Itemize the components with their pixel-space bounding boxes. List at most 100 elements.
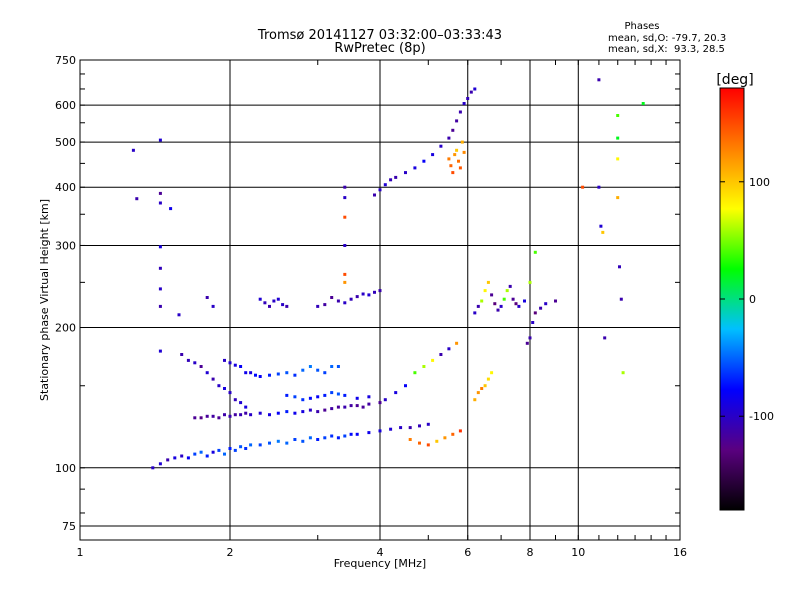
data-point <box>228 361 232 365</box>
data-point <box>493 302 497 306</box>
y-tick-label: 300 <box>55 239 76 252</box>
data-point <box>308 408 312 412</box>
data-point <box>301 368 305 372</box>
data-point <box>343 280 347 284</box>
data-point <box>330 434 334 438</box>
data-point <box>223 358 226 362</box>
data-point <box>151 466 155 470</box>
data-point <box>308 365 312 368</box>
data-point <box>211 304 215 308</box>
data-point <box>268 373 271 377</box>
data-point <box>158 191 162 195</box>
data-point <box>135 197 139 201</box>
data-point <box>597 78 601 82</box>
data-point <box>244 447 248 450</box>
data-point <box>158 201 162 205</box>
data-point <box>443 436 447 440</box>
data-point <box>199 365 203 368</box>
data-point <box>158 245 162 249</box>
data-point <box>223 413 226 417</box>
data-point <box>244 371 248 375</box>
data-point <box>285 371 289 375</box>
data-point <box>233 363 237 367</box>
data-point <box>249 413 253 417</box>
data-point <box>336 299 340 303</box>
data-point <box>451 171 455 175</box>
data-point <box>451 128 455 132</box>
data-point <box>422 159 426 163</box>
data-point <box>486 377 490 381</box>
data-point <box>389 178 393 182</box>
y-axis-ticks: 75 100 200 300 400 500 600 750 <box>55 54 680 533</box>
data-point <box>173 456 177 460</box>
data-point <box>276 372 280 376</box>
data-point <box>158 138 162 142</box>
data-point <box>211 377 215 381</box>
data-point <box>447 157 451 161</box>
data-point <box>449 164 453 168</box>
data-point <box>308 436 312 440</box>
data-point <box>378 188 382 192</box>
y-tick-label: 600 <box>55 99 76 112</box>
data-point <box>228 414 232 418</box>
data-points <box>131 78 645 470</box>
data-point <box>439 144 443 148</box>
data-point <box>336 365 340 368</box>
data-point <box>330 365 334 368</box>
data-point <box>483 289 487 293</box>
data-point <box>316 395 320 399</box>
data-point <box>343 301 347 305</box>
data-point <box>276 439 280 443</box>
data-point <box>453 153 457 157</box>
data-point <box>544 302 548 306</box>
data-point <box>199 416 203 420</box>
data-point <box>616 157 620 161</box>
data-point <box>458 166 462 170</box>
data-point <box>480 299 484 303</box>
data-point <box>496 308 500 312</box>
data-point <box>254 373 257 377</box>
data-point <box>367 395 371 399</box>
x-tick-label: 1 <box>77 546 84 559</box>
data-point <box>233 413 237 417</box>
data-point <box>349 404 353 408</box>
data-point <box>502 297 506 301</box>
data-point <box>343 272 347 276</box>
x-tick-label: 10 <box>571 546 585 559</box>
data-point <box>180 353 184 356</box>
data-point <box>383 183 387 187</box>
data-point <box>205 454 209 458</box>
data-point <box>439 353 443 356</box>
colorbar-tick-label: -100 <box>749 410 774 423</box>
data-point <box>293 373 297 377</box>
data-point <box>378 289 382 293</box>
data-point <box>408 438 412 441</box>
data-point <box>422 365 426 368</box>
data-point <box>528 336 532 340</box>
data-point <box>217 416 221 420</box>
data-point <box>169 207 173 211</box>
data-point <box>476 391 480 395</box>
data-point <box>323 393 327 397</box>
data-point <box>447 347 451 351</box>
data-point <box>418 424 421 428</box>
data-point <box>373 290 376 294</box>
data-point <box>301 410 305 414</box>
data-point <box>554 299 557 303</box>
data-point <box>158 462 162 466</box>
data-point <box>211 450 215 454</box>
data-point <box>239 413 243 417</box>
data-point <box>205 414 209 418</box>
data-point <box>451 432 455 436</box>
stats-o-line: mean, sd,O: -79.7, 20.3 <box>608 33 726 44</box>
data-point <box>158 349 162 353</box>
data-point <box>131 148 135 152</box>
data-point <box>462 102 466 105</box>
data-point <box>272 299 276 303</box>
y-tick-label: 400 <box>55 181 76 194</box>
data-point <box>394 175 398 179</box>
data-point <box>336 436 340 440</box>
data-point <box>285 393 289 397</box>
data-point <box>469 90 473 94</box>
